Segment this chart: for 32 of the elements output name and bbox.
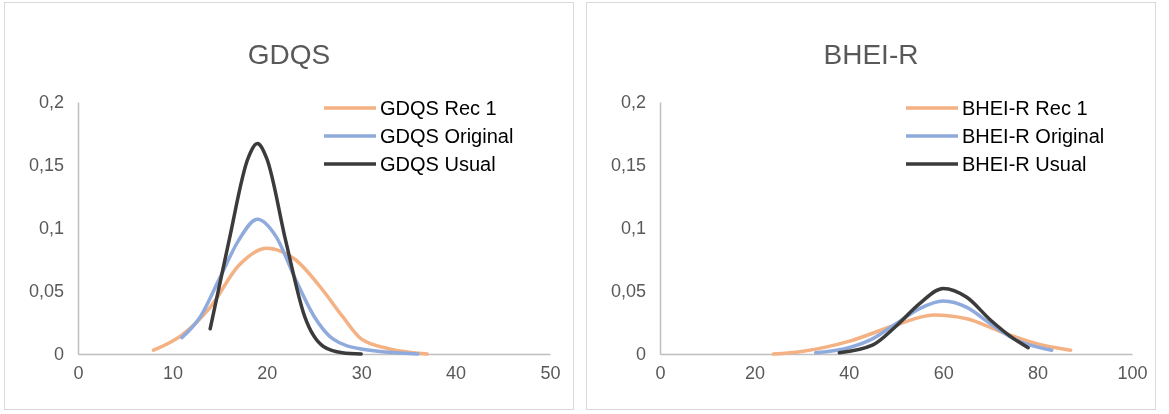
y-tick-label: 0,2 <box>620 92 646 113</box>
y-tick-label: 0,2 <box>38 92 64 113</box>
legend-label: BHEI-R Usual <box>962 153 1087 175</box>
x-tick-label: 50 <box>540 362 561 383</box>
legend-label: GDQS Rec 1 <box>380 97 497 119</box>
y-tick-label: 0,1 <box>38 218 64 239</box>
y-tick-label: 0,05 <box>28 281 64 302</box>
x-tick-label: 20 <box>257 362 278 383</box>
y-tick-label: 0 <box>53 344 64 365</box>
x-tick-label: 30 <box>351 362 372 383</box>
y-tick-label: 0,15 <box>28 155 64 176</box>
x-tick-label: 60 <box>933 362 954 383</box>
x-tick-label: 10 <box>162 362 183 383</box>
x-tick-label: 20 <box>744 362 765 383</box>
y-tick-label: 0,05 <box>610 281 646 302</box>
legend-label: BHEI-R Rec 1 <box>962 97 1088 119</box>
y-tick-label: 0,15 <box>610 155 646 176</box>
legend-label: GDQS Original <box>380 125 514 147</box>
legend-label: GDQS Usual <box>380 153 496 175</box>
chart-title: BHEI-R <box>823 39 919 70</box>
x-tick-label: 100 <box>1117 362 1148 383</box>
chart-title: GDQS <box>247 39 331 70</box>
x-tick-label: 80 <box>1028 362 1049 383</box>
y-tick-label: 0,1 <box>620 218 646 239</box>
x-tick-label: 0 <box>655 362 666 383</box>
line-series <box>208 141 363 356</box>
y-tick-label: 0 <box>635 344 646 365</box>
x-tick-label: 40 <box>839 362 860 383</box>
x-tick-label: 0 <box>73 362 84 383</box>
legend-label: BHEI-R Original <box>962 125 1105 147</box>
x-tick-label: 40 <box>446 362 467 383</box>
line-series <box>837 286 1030 355</box>
